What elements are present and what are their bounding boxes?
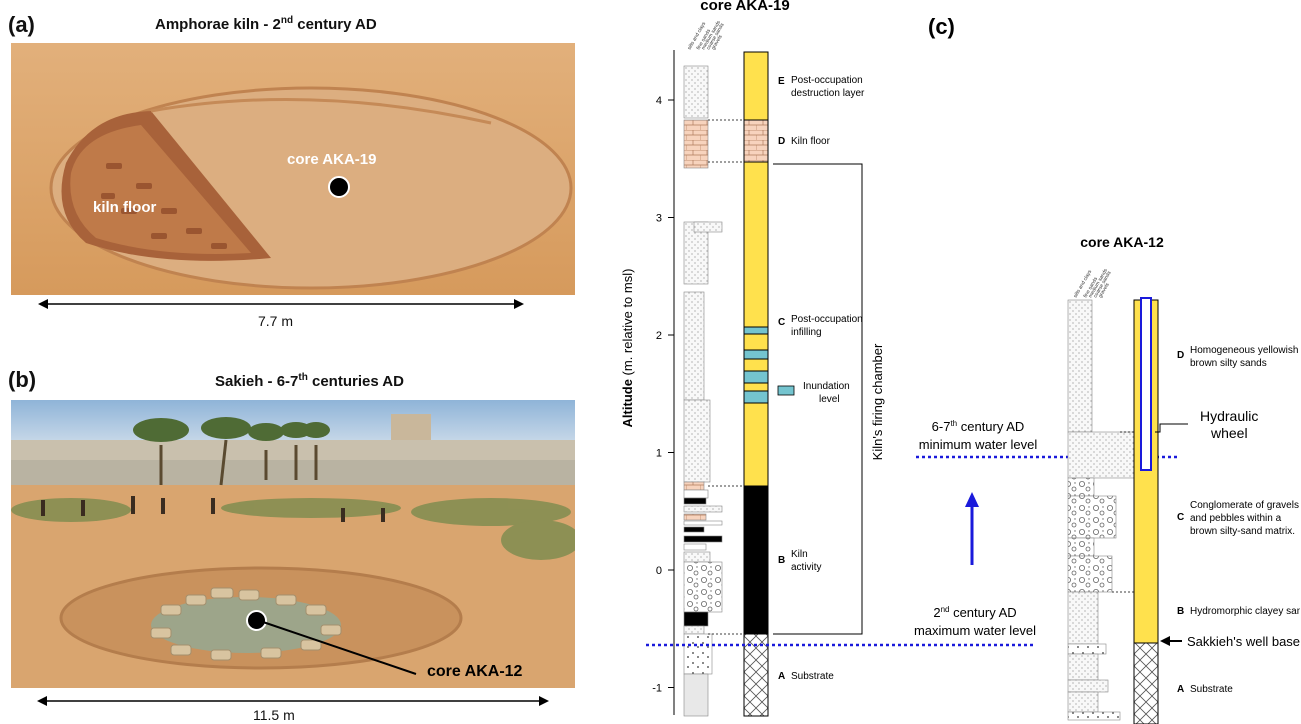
core19-tick-label: 2 — [656, 330, 662, 342]
panel-a-label: (a) — [8, 12, 35, 37]
scale-a-label: 7.7 m — [258, 313, 294, 329]
panel-b-title-sup: th — [298, 372, 308, 383]
core12-lithology-column — [1067, 299, 1139, 721]
core19-unit-b-line2: activity — [791, 562, 822, 573]
core19-y-axis-label: Altitude (m. relative to msl) — [620, 269, 635, 428]
panel-b-title: Sakieh - 6-7th centuries AD — [215, 372, 404, 390]
kiln-photo-drawing — [11, 43, 575, 295]
core12-unit-column — [1133, 297, 1159, 724]
sakieh-photo: core AKA-12 — [11, 400, 575, 688]
core12-grain-headers: silts and clays fine sands medium sands … — [1073, 267, 1113, 299]
panel-b-title-text: Sakieh - 6-7 — [215, 373, 299, 390]
core19-unit-b-letter: B — [778, 555, 785, 566]
kiln-floor-label: kiln floor — [93, 199, 157, 216]
water-upper-line1: 6-7th century AD — [932, 419, 1025, 434]
core19-tick-label: 1 — [656, 448, 662, 460]
core-aka12-photo-label: core AKA-12 — [427, 663, 523, 680]
core12-unit-a-letter: A — [1177, 684, 1184, 695]
core-aka19-marker — [328, 176, 350, 198]
core12-unit-a-line1: Substrate — [1190, 684, 1233, 695]
panel-a-title: Amphorae kiln - 2nd century AD — [155, 15, 377, 33]
water-upper-line1-sup: th — [950, 419, 957, 428]
core19-y-axis-label-bold: Altitude — [620, 379, 635, 427]
inundation-legend-swatch — [777, 385, 795, 396]
core19-unit-e-line2: destruction layer — [791, 88, 865, 99]
water-upper-line1-a: 6-7 — [932, 419, 951, 434]
core12-unit-c-line2: and pebbles within a — [1190, 513, 1282, 524]
hydraulic-wheel-line2: wheel — [1210, 425, 1248, 441]
core12-title: core AKA-12 — [1080, 234, 1164, 250]
inundation-legend-line1: Inundation — [803, 381, 850, 392]
hydraulic-wheel-line1: Hydraulic — [1200, 408, 1258, 424]
core12-unit-c-letter: C — [1177, 512, 1184, 523]
core12-unit-b-letter: B — [1177, 606, 1184, 617]
core19-unit-c-line1: Post-occupation — [791, 314, 863, 325]
rise-arrow-head — [965, 492, 979, 507]
core19-unit-c-letter: C — [778, 317, 785, 328]
core12-unit-d-line1: Homogeneous yellowish — [1190, 345, 1298, 356]
panel-b-label: (b) — [8, 367, 37, 392]
panel-a-title-text: Amphorae kiln - 2 — [155, 16, 281, 33]
hydraulic-wheel-leader — [1155, 423, 1188, 433]
inundation-legend-line2: level — [819, 394, 840, 405]
scale-bar-a — [38, 299, 524, 309]
core19-unit-b-line1: Kiln — [791, 549, 808, 560]
core19-unit-a-line1: Substrate — [791, 671, 834, 682]
core12-unit-c-line1: Conglomerate of gravels — [1190, 500, 1299, 511]
core19-unit-a-letter: A — [778, 671, 785, 682]
core19-boundaries — [708, 119, 744, 635]
core19-tick-label: 4 — [656, 95, 662, 107]
water-lower-line2: maximum water level — [914, 623, 1036, 638]
water-lower-line1-b: century AD — [949, 605, 1016, 620]
core19-unit-e-line1: Post-occupation — [791, 75, 863, 86]
core19-tick-label: -1 — [652, 683, 662, 695]
well-base-arrow-head — [1160, 636, 1170, 646]
core12-unit-b-line1: Hydromorphic clayey san — [1190, 606, 1300, 617]
core12-unit-d-letter: D — [1177, 350, 1184, 361]
water-lower-line1-sup: nd — [941, 605, 950, 614]
core19-y-axis-label-rest: (m. relative to msl) — [620, 269, 635, 380]
core19-title: core AKA-19 — [700, 0, 789, 14]
water-lower-line1-a: 2 — [933, 605, 940, 620]
core19-unit-d-line1: Kiln floor — [791, 136, 831, 147]
core19-unit-d-letter: D — [778, 136, 785, 147]
kiln-chamber-bracket — [773, 163, 863, 635]
core19-unit-column — [743, 51, 769, 717]
stratigraphy-diagram: core AKA-19 4 3 2 1 0 -1 Altitude (m. relativ… — [620, 0, 1300, 724]
core-aka19-photo-label: core AKA-19 — [287, 151, 377, 168]
core19-tick-label: 0 — [656, 565, 662, 577]
core19-ticks: 4 3 2 1 0 -1 — [652, 95, 674, 695]
well-base-label: Sakkieh's well base — [1187, 634, 1300, 649]
core19-unit-e-letter: E — [778, 76, 785, 87]
core-aka12-leader — [262, 621, 417, 675]
water-upper-line2: minimum water level — [919, 437, 1038, 452]
core19-grain-headers: silts and clays fine sands medium sands … — [687, 19, 726, 51]
core-aka12-marker — [246, 610, 267, 631]
water-level-labels: 6-7th century AD minimum water level 2nd… — [914, 419, 1037, 638]
core19-unit-labels: E Post-occupation destruction layer D Ki… — [778, 75, 865, 682]
core19-tick-label: 3 — [656, 213, 662, 225]
panel-a-title-end: century AD — [293, 16, 377, 33]
panel-a-title-sup: nd — [280, 15, 294, 26]
core12-unit-labels: D Homogeneous yellowish brown silty sand… — [1177, 345, 1300, 695]
core12-unit-c-line3: brown silty-sand matrix. — [1190, 526, 1295, 537]
panel-c-label: (c) — [928, 14, 955, 39]
core12-unit-d-line2: brown silty sands — [1190, 358, 1267, 369]
water-upper-line1-b: century AD — [957, 419, 1024, 434]
sakieh-photo-drawing — [11, 400, 575, 688]
kiln-chamber-label: Kiln's firing chamber — [870, 343, 885, 460]
scale-b-label: 11.5 m — [253, 707, 295, 723]
kiln-photo: kiln floor core AKA-19 — [11, 43, 575, 295]
core19-lithology-column — [683, 65, 723, 717]
scale-bar-b — [37, 696, 549, 706]
panel-b-title-end: centuries AD — [307, 373, 404, 390]
core19-unit-c-line2: infilling — [791, 327, 822, 338]
water-lower-line1: 2nd century AD — [933, 605, 1016, 620]
